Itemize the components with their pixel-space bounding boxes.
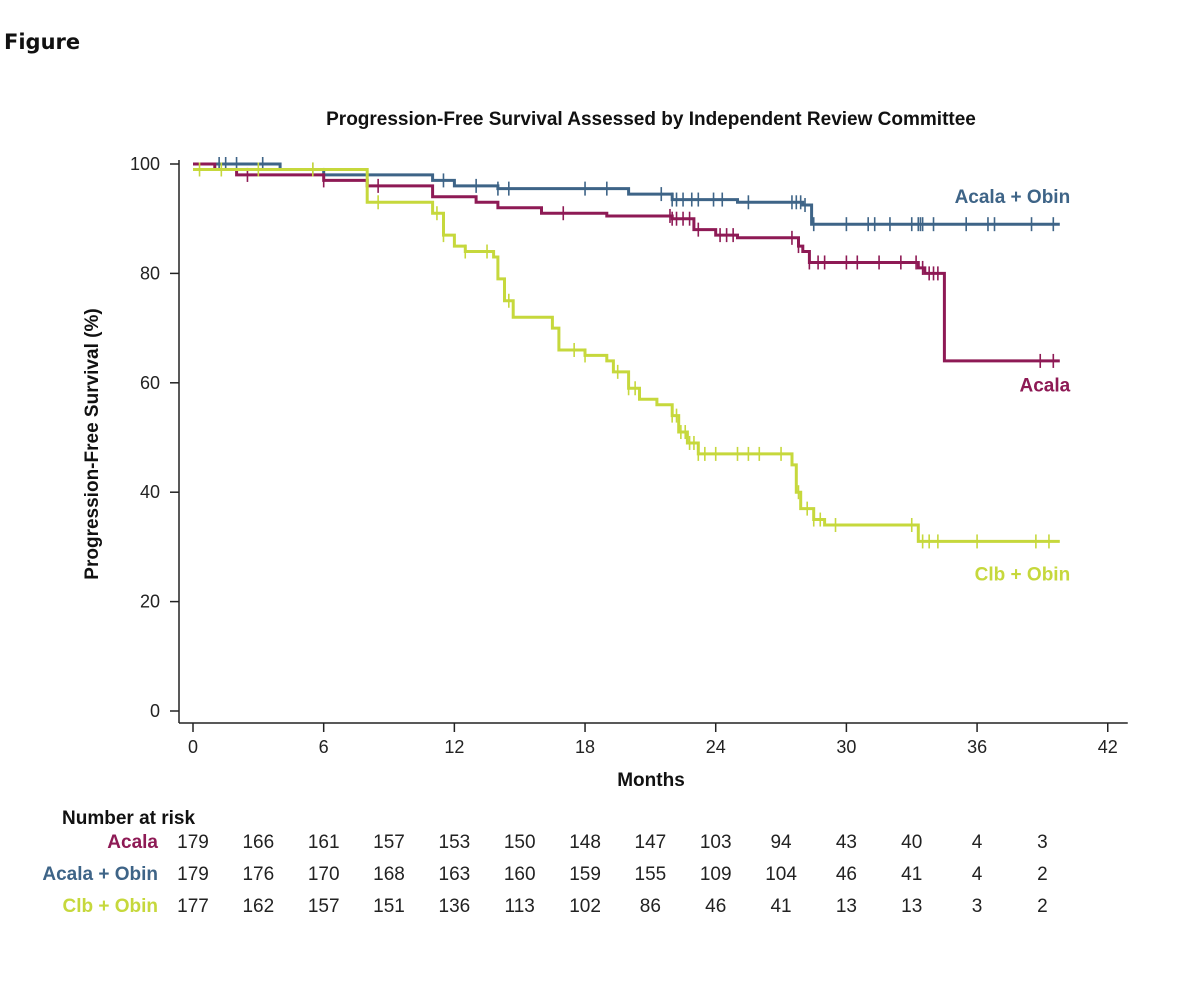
x-tick-label-42: 42 — [1098, 737, 1118, 757]
risk-value-clb-obin-30: 13 — [836, 896, 857, 917]
risk-value-acala-39: 3 — [1037, 832, 1048, 853]
figure-label: Figure — [4, 30, 81, 54]
risk-value-acala-obin-27: 104 — [765, 864, 797, 885]
x-tick-label-30: 30 — [836, 737, 856, 757]
risk-value-acala-36: 4 — [972, 832, 983, 853]
x-tick-label-6: 6 — [319, 737, 329, 757]
series-layer: Acala + Obin Acala Clb + Obin — [193, 157, 1071, 585]
risk-value-clb-obin-12: 136 — [439, 896, 471, 917]
series-label-clb-obin: Clb + Obin — [975, 564, 1071, 585]
risk-row-name-clb-obin: Clb + Obin — [62, 896, 158, 917]
risk-value-acala-6: 161 — [308, 832, 340, 853]
x-tick-label-18: 18 — [575, 737, 595, 757]
risk-value-clb-obin-9: 151 — [373, 896, 405, 917]
x-tick-label-0: 0 — [188, 737, 198, 757]
y-tick-label-80: 80 — [140, 263, 160, 283]
series-clb-obin: Clb + Obin — [193, 162, 1070, 585]
risk-value-clb-obin-15: 113 — [505, 896, 535, 917]
risk-value-acala-18: 148 — [569, 832, 601, 853]
risk-value-clb-obin-39: 2 — [1037, 896, 1048, 917]
x-tick-label-24: 24 — [706, 737, 726, 757]
risk-row-name-acala: Acala — [107, 832, 158, 853]
risk-value-acala-obin-39: 2 — [1037, 864, 1048, 885]
risk-value-acala-24: 103 — [700, 832, 732, 853]
chart-title: Progression-Free Survival Assessed by In… — [326, 109, 976, 130]
risk-table: Number at risk Acala 179 166 161 157 153 150 14… — [42, 808, 1047, 917]
y-tick-label-0: 0 — [150, 701, 160, 721]
risk-value-acala-obin-3: 176 — [242, 864, 274, 885]
y-axis-title: Progression-Free Survival (%) — [82, 308, 103, 579]
risk-value-clb-obin-21: 86 — [640, 896, 661, 917]
risk-value-clb-obin-0: 177 — [177, 896, 209, 917]
risk-row-name-acala-obin: Acala + Obin — [42, 864, 158, 885]
y-tick-label-40: 40 — [140, 482, 160, 502]
risk-value-acala-obin-12: 163 — [439, 864, 471, 885]
risk-value-acala-obin-24: 109 — [700, 864, 732, 885]
y-tick-label-60: 60 — [140, 373, 160, 393]
risk-value-acala-33: 40 — [901, 832, 922, 853]
risk-value-acala-obin-33: 41 — [901, 864, 922, 885]
x-axis-title: Months — [617, 770, 685, 791]
x-tick-label-12: 12 — [444, 737, 464, 757]
risk-value-acala-9: 157 — [373, 832, 405, 853]
series-acala: Acala — [193, 162, 1071, 397]
x-tick-label-36: 36 — [967, 737, 987, 757]
risk-value-clb-obin-18: 102 — [569, 896, 601, 917]
risk-value-acala-27: 94 — [770, 832, 792, 853]
risk-value-clb-obin-3: 162 — [242, 896, 274, 917]
series-line-acala — [193, 162, 1060, 363]
y-tick-label-20: 20 — [140, 592, 160, 612]
risk-value-acala-15: 150 — [504, 832, 536, 853]
risk-value-acala-21: 147 — [635, 832, 667, 853]
risk-value-acala-obin-30: 46 — [836, 864, 857, 885]
risk-value-clb-obin-36: 3 — [972, 896, 983, 917]
risk-table-title: Number at risk — [62, 808, 195, 829]
risk-value-acala-obin-6: 170 — [308, 864, 340, 885]
risk-value-acala-30: 43 — [836, 832, 857, 853]
risk-value-acala-obin-36: 4 — [972, 864, 983, 885]
risk-value-clb-obin-24: 46 — [705, 896, 726, 917]
risk-value-acala-obin-15: 160 — [504, 864, 536, 885]
axes: 0 20 40 60 80 100 0 6 12 18 24 30 36 42 — [130, 154, 1128, 757]
risk-value-acala-3: 166 — [242, 832, 274, 853]
risk-value-acala-obin-9: 168 — [373, 864, 405, 885]
risk-value-acala-0: 179 — [177, 832, 209, 853]
risk-value-clb-obin-27: 41 — [770, 896, 791, 917]
risk-value-acala-obin-0: 179 — [177, 864, 209, 885]
risk-value-clb-obin-33: 13 — [901, 896, 922, 917]
risk-value-acala-12: 153 — [439, 832, 471, 853]
risk-value-clb-obin-6: 157 — [308, 896, 340, 917]
y-tick-label-100: 100 — [130, 154, 160, 174]
risk-value-acala-obin-21: 155 — [635, 864, 667, 885]
series-label-acala-obin: Acala + Obin — [955, 187, 1071, 208]
risk-value-acala-obin-18: 159 — [569, 864, 601, 885]
series-label-acala: Acala — [1019, 376, 1070, 397]
